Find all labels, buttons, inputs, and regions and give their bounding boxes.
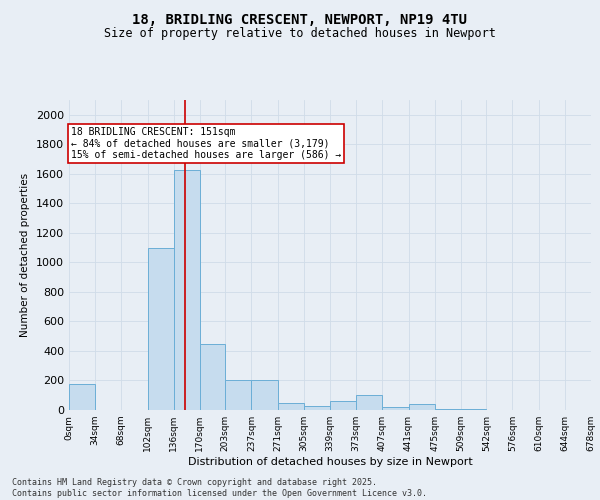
X-axis label: Distribution of detached houses by size in Newport: Distribution of detached houses by size … — [188, 457, 472, 467]
Text: 18, BRIDLING CRESCENT, NEWPORT, NP19 4TU: 18, BRIDLING CRESCENT, NEWPORT, NP19 4TU — [133, 12, 467, 26]
Text: 18 BRIDLING CRESCENT: 151sqm
← 84% of detached houses are smaller (3,179)
15% of: 18 BRIDLING CRESCENT: 151sqm ← 84% of de… — [71, 126, 341, 160]
Bar — [382, 407, 409, 410]
Bar — [251, 380, 278, 410]
Y-axis label: Number of detached properties: Number of detached properties — [20, 173, 31, 337]
Bar — [304, 406, 330, 410]
Bar — [69, 384, 95, 410]
Bar — [356, 395, 382, 410]
Bar — [148, 248, 174, 410]
Text: Contains HM Land Registry data © Crown copyright and database right 2025.
Contai: Contains HM Land Registry data © Crown c… — [12, 478, 427, 498]
Bar — [409, 404, 435, 410]
Text: Size of property relative to detached houses in Newport: Size of property relative to detached ho… — [104, 28, 496, 40]
Bar — [435, 408, 461, 410]
Bar — [225, 380, 251, 410]
Bar — [278, 402, 304, 410]
Bar — [200, 344, 225, 410]
Bar — [174, 170, 200, 410]
Bar — [330, 401, 356, 410]
